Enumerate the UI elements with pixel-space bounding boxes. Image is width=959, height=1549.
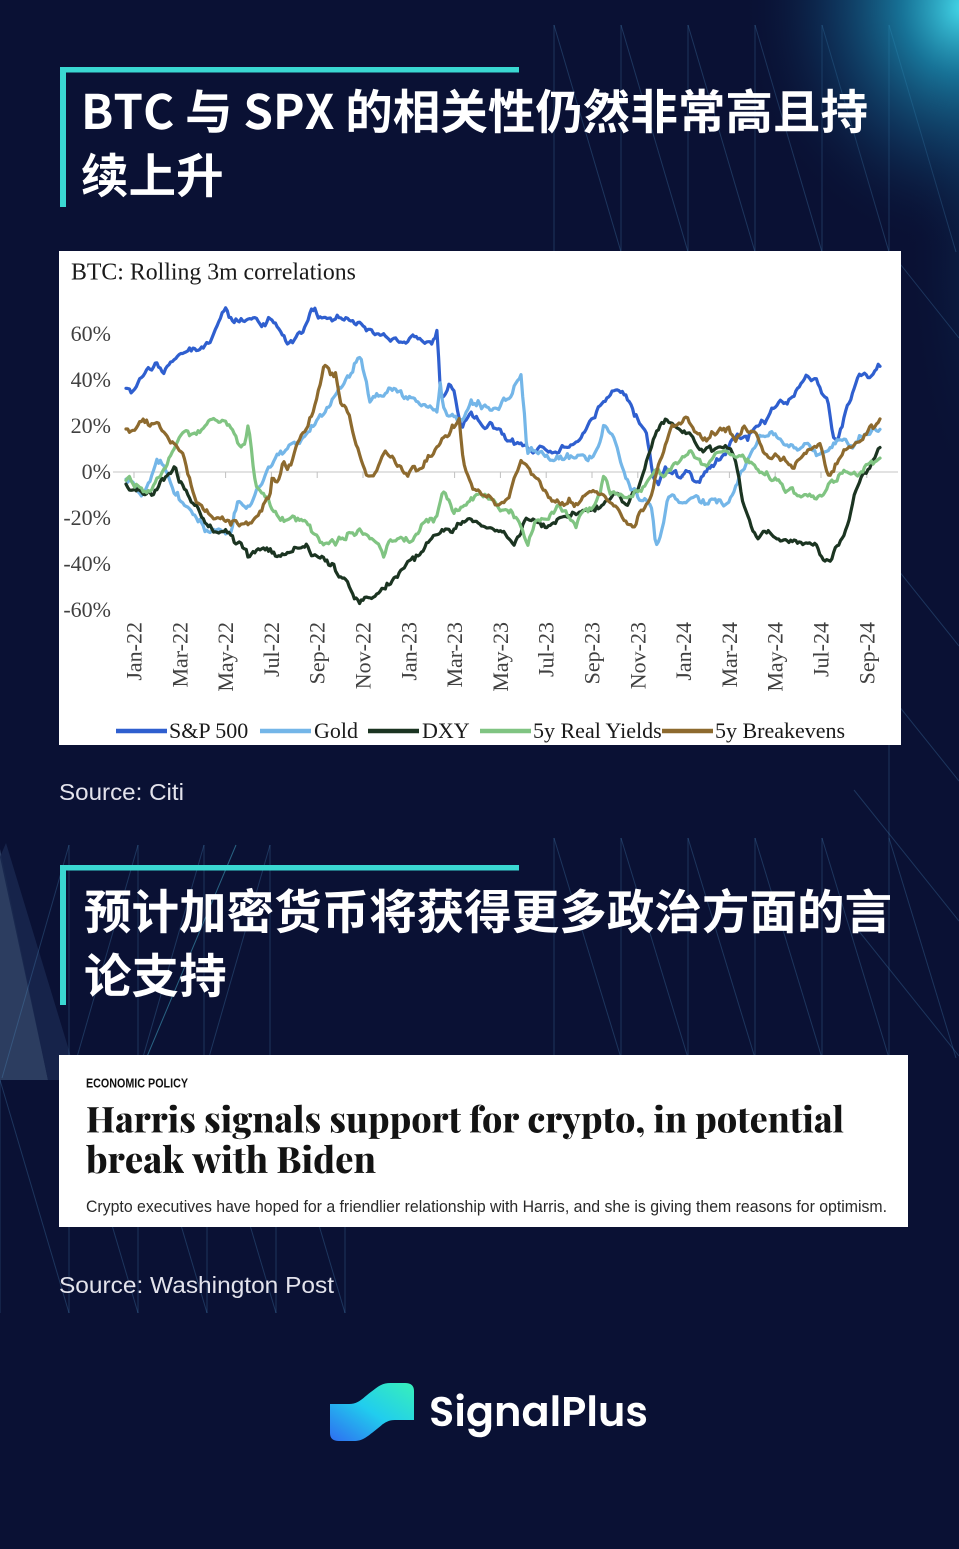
svg-text:Gold: Gold bbox=[314, 718, 358, 743]
svg-text:Source: Washington Post: Source: Washington Post bbox=[59, 1272, 335, 1298]
svg-text:May-22: May-22 bbox=[213, 622, 238, 692]
svg-text:20%: 20% bbox=[71, 413, 111, 438]
svg-text:Mar-22: Mar-22 bbox=[167, 622, 192, 688]
svg-text:Jul-22: Jul-22 bbox=[259, 622, 284, 677]
svg-text:Crypto executives have hoped f: Crypto executives have hoped for a frien… bbox=[86, 1198, 887, 1216]
svg-text:5y Real Yields: 5y Real Yields bbox=[533, 718, 662, 743]
svg-text:Jan-24: Jan-24 bbox=[671, 622, 696, 681]
svg-text:60%: 60% bbox=[71, 321, 111, 346]
svg-text:Jan-22: Jan-22 bbox=[122, 622, 147, 681]
svg-text:Source: Citi: Source: Citi bbox=[59, 779, 184, 805]
svg-text:S&P 500: S&P 500 bbox=[169, 718, 248, 743]
svg-text:Jul-24: Jul-24 bbox=[809, 622, 834, 677]
svg-text:Sep-22: Sep-22 bbox=[305, 622, 330, 684]
svg-text:Mar-24: Mar-24 bbox=[717, 622, 742, 688]
svg-text:Nov-22: Nov-22 bbox=[351, 622, 376, 689]
svg-text:-40%: -40% bbox=[63, 551, 111, 576]
svg-text:Sep-23: Sep-23 bbox=[580, 622, 605, 684]
svg-text:BTC: Rolling 3m correlations: BTC: Rolling 3m correlations bbox=[71, 260, 356, 286]
svg-text:DXY: DXY bbox=[422, 718, 470, 743]
svg-text:-20%: -20% bbox=[63, 505, 111, 530]
svg-text:May-24: May-24 bbox=[763, 622, 788, 692]
svg-text:40%: 40% bbox=[71, 367, 111, 392]
svg-text:Jul-23: Jul-23 bbox=[534, 622, 559, 677]
svg-text:Mar-23: Mar-23 bbox=[442, 622, 467, 688]
svg-text:Sep-24: Sep-24 bbox=[854, 622, 879, 684]
svg-text:Nov-23: Nov-23 bbox=[625, 622, 650, 689]
svg-text:May-23: May-23 bbox=[488, 622, 513, 692]
svg-text:5y Breakevens: 5y Breakevens bbox=[715, 718, 845, 743]
svg-text:0%: 0% bbox=[82, 459, 111, 484]
svg-text:Jan-23: Jan-23 bbox=[396, 622, 421, 681]
svg-text:ECONOMIC POLICY: ECONOMIC POLICY bbox=[86, 1077, 189, 1091]
svg-text:-60%: -60% bbox=[63, 597, 111, 622]
